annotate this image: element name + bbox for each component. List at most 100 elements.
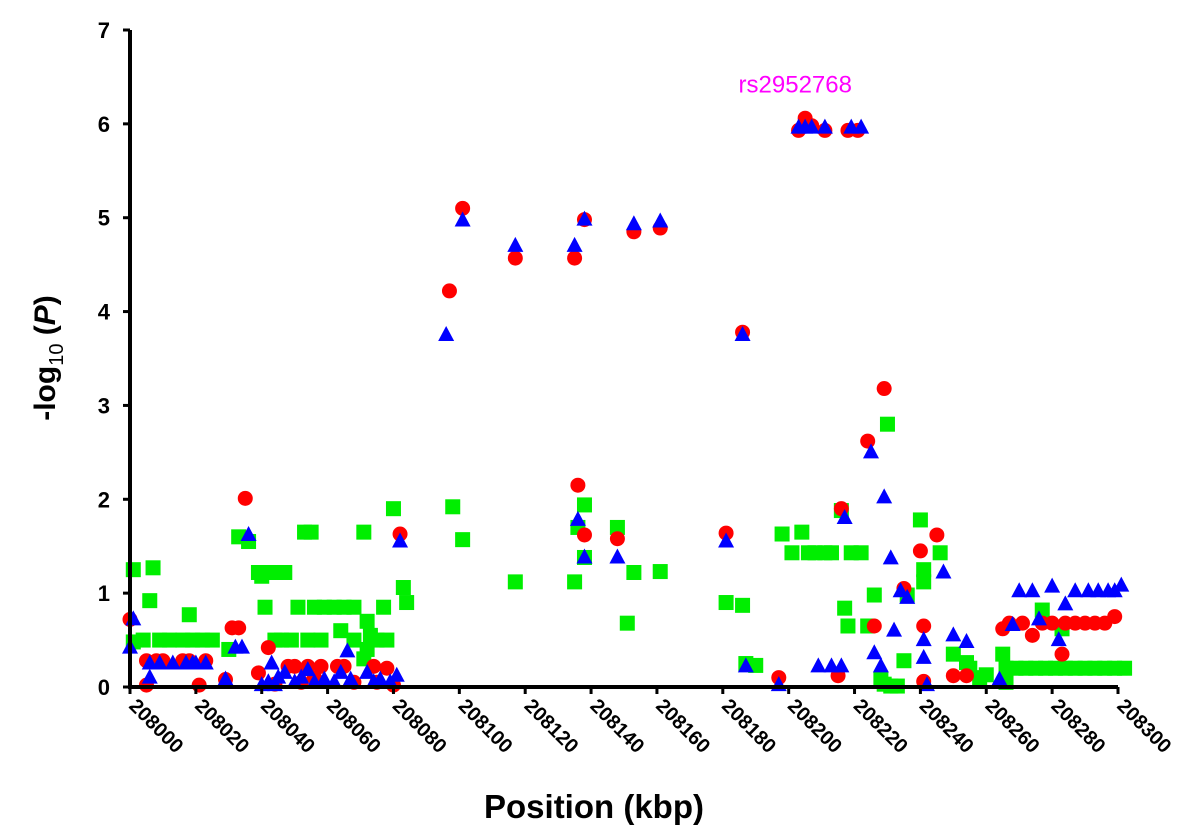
data-point-triangle: [625, 215, 642, 231]
data-point-circle: [1044, 615, 1060, 631]
data-point-square: [356, 524, 372, 540]
y-axis-title-open: (: [29, 325, 62, 343]
data-point-triangle: [816, 118, 833, 134]
data-point-circle: [860, 433, 876, 449]
y-tick-label: 5: [98, 206, 110, 231]
data-point-square: [619, 615, 635, 631]
data-point-square: [626, 564, 642, 580]
x-tick-label: 208080: [388, 695, 451, 758]
data-point-triangle: [326, 673, 343, 689]
x-ticks: 208000 208020 208040 208060 208080 208100 2081…: [124, 687, 1175, 758]
data-point-square: [162, 632, 178, 648]
data-point-square: [784, 545, 800, 561]
data-point-square: [978, 667, 994, 683]
data-markers: [122, 110, 1133, 694]
data-point-square: [359, 613, 375, 629]
data-point-triangle: [833, 657, 850, 673]
data-point-square: [916, 562, 932, 578]
data-point-triangle: [164, 654, 181, 670]
y-tick-label: 1: [98, 581, 110, 606]
data-point-triangle: [507, 236, 524, 252]
data-point-square: [277, 564, 293, 580]
data-point-triangle: [652, 212, 669, 228]
x-tick-label: 208260: [981, 695, 1044, 758]
data-point-circle: [379, 660, 395, 676]
data-point-triangle: [892, 582, 909, 598]
y-tick-label: 7: [98, 18, 110, 43]
data-point-square: [896, 653, 912, 669]
data-point-triangle: [882, 549, 899, 565]
data-point-square: [840, 618, 856, 634]
data-point-circle: [1107, 609, 1123, 625]
y-axis-title-variable: P: [29, 304, 62, 325]
data-point-triangle: [876, 488, 893, 504]
data-point-triangle: [866, 644, 883, 660]
data-point-circle: [441, 283, 457, 299]
data-point-triangle: [217, 670, 234, 686]
data-point-square: [257, 599, 273, 615]
data-point-square: [204, 632, 220, 648]
data-point-square: [932, 545, 948, 561]
data-point-square: [399, 595, 415, 611]
data-point-triangle: [332, 663, 349, 679]
data-point-triangle: [915, 648, 932, 664]
data-point-triangle: [359, 663, 376, 679]
data-point-square: [303, 524, 319, 540]
data-point-triangle: [915, 631, 932, 647]
data-point-square: [916, 574, 932, 590]
y-tick-label: 2: [98, 487, 110, 512]
snp-annotation: rs2952768: [739, 71, 852, 98]
data-point-square: [609, 519, 625, 535]
x-tick-label: 208140: [586, 695, 649, 758]
data-point-square: [333, 623, 349, 639]
y-tick-label: 6: [98, 112, 110, 137]
y-axis-title-subscript: 10: [46, 344, 68, 366]
data-point-circle: [609, 531, 625, 547]
data-point-circle: [866, 618, 882, 634]
x-tick-label: 208200: [783, 695, 846, 758]
data-point-circle: [929, 527, 945, 543]
x-tick-label: 208040: [256, 695, 319, 758]
data-point-circle: [1054, 646, 1070, 662]
x-tick-label: 208180: [717, 695, 780, 758]
data-point-square: [300, 632, 316, 648]
data-point-circle: [576, 527, 592, 543]
data-point-square: [376, 599, 392, 615]
data-point-square: [912, 512, 928, 528]
data-point-triangle: [1011, 582, 1028, 598]
data-point-triangle: [872, 657, 889, 673]
data-point-circle: [567, 250, 583, 266]
data-point-triangle: [991, 670, 1008, 686]
x-tick-label: 208300: [1112, 695, 1175, 758]
data-point-circle: [1024, 627, 1040, 643]
data-point-square: [945, 646, 961, 662]
x-tick-label: 208100: [454, 695, 517, 758]
data-point-circle: [507, 250, 523, 266]
data-point-circle: [287, 658, 303, 674]
data-point-square: [283, 632, 299, 648]
x-axis-title: Position (kbp): [484, 788, 704, 825]
data-point-circle: [313, 658, 329, 674]
y-axis-title-prefix: -log: [29, 366, 62, 421]
data-point-triangle: [718, 532, 735, 548]
data-point-triangle: [576, 548, 593, 564]
data-point-square: [445, 499, 461, 515]
data-point-triangle: [935, 563, 952, 579]
axes: [128, 30, 1118, 689]
data-point-square: [837, 600, 853, 616]
data-point-square: [181, 607, 197, 623]
data-point-triangle: [566, 236, 583, 252]
data-point-triangle: [734, 326, 751, 342]
data-point-triangle: [853, 118, 870, 134]
data-point-triangle: [810, 657, 827, 673]
data-point-square: [652, 564, 668, 580]
data-point-triangle: [1030, 610, 1047, 626]
data-point-triangle: [863, 443, 879, 459]
data-point-square: [995, 646, 1011, 662]
data-point-triangle: [438, 326, 455, 342]
data-point-triangle: [1057, 595, 1074, 611]
data-point-circle: [959, 668, 975, 684]
data-point-square: [313, 632, 329, 648]
data-point-triangle: [899, 588, 916, 604]
x-tick-label: 208220: [849, 695, 912, 758]
